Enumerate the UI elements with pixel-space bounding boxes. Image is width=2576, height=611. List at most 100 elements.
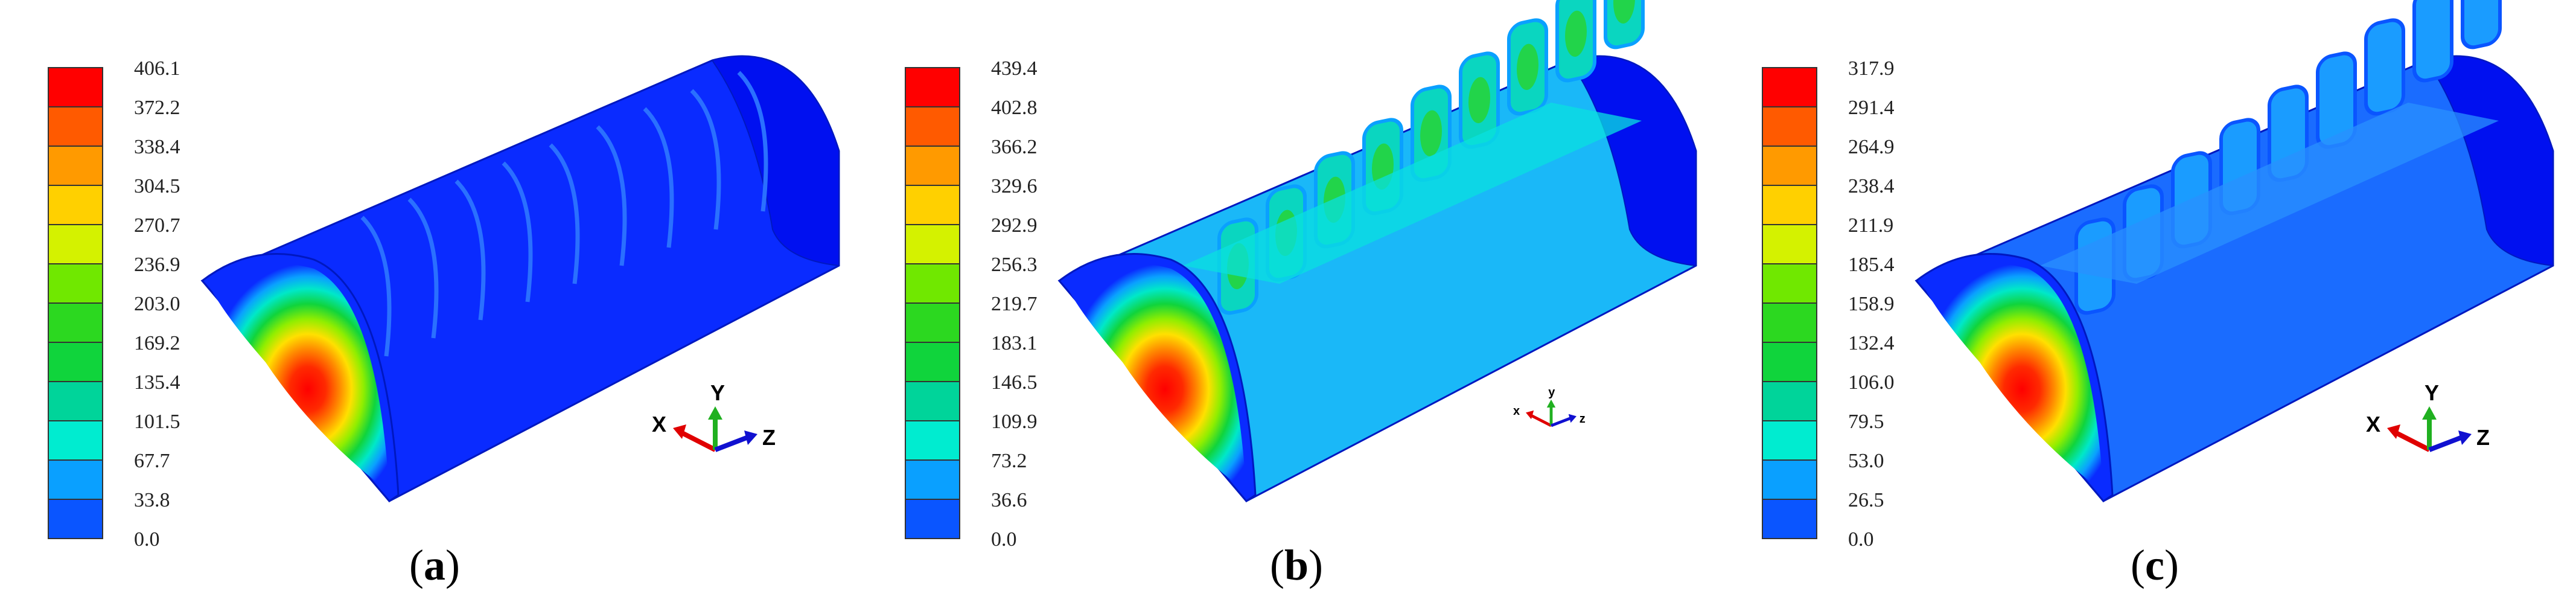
- colorbar-swatch: [1762, 420, 1817, 461]
- z-axis-arrow: [714, 435, 748, 452]
- colorbar-swatch: [1762, 342, 1817, 382]
- colorbar-label: 256.3: [991, 254, 1038, 276]
- colorbar-swatch: [905, 420, 960, 461]
- colorbar-swatch: [1762, 224, 1817, 264]
- colorbar-a: 406.1 372.2 338.4 304.5 270.7 236.9 203.0 169.2…: [48, 57, 180, 551]
- ring-stripe: [454, 179, 486, 321]
- colorbar-swatch: [905, 224, 960, 264]
- colorbar-swatch: [1762, 302, 1817, 343]
- caption-c: (c): [2131, 541, 2179, 589]
- colorbar-swatch: [48, 224, 103, 264]
- x-axis-label: x: [1513, 405, 1520, 418]
- colorbar-label: 203.0: [134, 293, 180, 315]
- colorbar-label: 132.4: [1848, 332, 1895, 354]
- z-arrowhead: [2458, 430, 2472, 445]
- ring-stripe: [737, 71, 768, 212]
- z-arrowhead: [1568, 414, 1577, 423]
- colorbar-swatch: [905, 146, 960, 186]
- ring-stripe: [502, 161, 533, 302]
- z-axis-arrow: [2428, 435, 2462, 452]
- axis-triad: x y z: [1513, 386, 1586, 427]
- y-arrowhead: [1546, 399, 1556, 408]
- colorbar-label: 106.0: [1848, 371, 1895, 394]
- colorbar-swatch: [905, 381, 960, 421]
- colorbar-label: 0.0: [134, 528, 160, 551]
- x-arrowhead: [1526, 410, 1534, 420]
- y-axis-label: y: [1548, 386, 1555, 399]
- colorbar-label: 33.8: [134, 489, 170, 511]
- z-axis-label: Z: [762, 425, 776, 450]
- ring-stripe: [690, 89, 721, 230]
- colorbar-label: 219.7: [991, 293, 1038, 315]
- colorbar-label: 406.1: [134, 57, 180, 80]
- colorbar-label: 304.5: [134, 175, 180, 197]
- colorbar-swatch: [905, 263, 960, 304]
- colorbar-label: 53.0: [1848, 450, 1884, 472]
- colorbar-label: 109.9: [991, 411, 1038, 433]
- colorbar-swatch: [905, 499, 960, 539]
- colorbar-label: 146.5: [991, 371, 1038, 394]
- half-cylinder-model: [1057, 0, 1697, 502]
- colorbar-swatch: [1762, 263, 1817, 304]
- segment-core: [1468, 77, 1490, 124]
- x-axis-label: X: [2366, 412, 2380, 437]
- colorbar-swatch: [48, 420, 103, 461]
- colorbar-label: 79.5: [1848, 411, 1884, 433]
- ring-stripe: [360, 216, 392, 357]
- ring-stripe: [549, 143, 580, 284]
- colorbar-label: 183.1: [991, 332, 1038, 354]
- colorbar-swatch: [48, 459, 103, 500]
- stress-hotspot: [1922, 263, 2103, 492]
- colorbar-swatch: [48, 106, 103, 147]
- ring-stripe: [596, 125, 627, 266]
- colorbar-swatch: [48, 381, 103, 421]
- colorbar-swatch: [905, 459, 960, 500]
- colorbar-label: 211.9: [1848, 214, 1893, 237]
- half-cylinder-model: [1914, 0, 2554, 502]
- z-axis-arrow: [1551, 417, 1571, 427]
- colorbar-swatch: [1762, 459, 1817, 500]
- colorbar-swatch: [48, 146, 103, 186]
- x-axis-arrow: [1530, 414, 1552, 427]
- colorbar-label: 366.2: [991, 136, 1038, 158]
- colorbar-label: 26.5: [1848, 489, 1884, 511]
- colorbar-label: 402.8: [991, 97, 1038, 119]
- colorbar-label: 36.6: [991, 489, 1027, 511]
- ring-stripe: [407, 197, 439, 339]
- caption-a: (a): [409, 541, 460, 589]
- colorbar-swatch: [905, 302, 960, 343]
- ring-stripe: [643, 107, 674, 248]
- colorbar-label: 439.4: [991, 57, 1038, 80]
- colorbar-label: 238.4: [1848, 175, 1895, 197]
- segment-patch: [2364, 18, 2405, 116]
- x-arrowhead: [2387, 424, 2400, 439]
- panel-b: 439.4 402.8 366.2 329.6 292.9 256.3 219.7 183.1…: [905, 0, 1697, 551]
- top-band: [1183, 103, 1642, 284]
- x-axis-arrow: [2395, 430, 2431, 452]
- x-axis-arrow: [681, 430, 716, 452]
- segment-patch: [2412, 0, 2453, 83]
- colorbar-label: 185.4: [1848, 254, 1895, 276]
- colorbar-label: 169.2: [134, 332, 180, 354]
- segment-patch: [2461, 0, 2502, 50]
- colorbar-label: 329.6: [991, 175, 1038, 197]
- segment-core: [1565, 10, 1587, 57]
- y-arrowhead: [708, 406, 722, 420]
- colorbar-label: 291.4: [1848, 97, 1895, 119]
- colorbar-label: 372.2: [134, 97, 180, 119]
- z-axis-label: z: [1580, 412, 1586, 426]
- colorbar-swatch: [905, 342, 960, 382]
- y-axis-label: Y: [710, 380, 725, 405]
- colorbar-label: 292.9: [991, 214, 1038, 237]
- colorbar-swatch: [1762, 499, 1817, 539]
- y-axis-label: Y: [2425, 380, 2439, 405]
- colorbar-label: 135.4: [134, 371, 180, 394]
- colorbar-label: 67.7: [134, 450, 170, 472]
- back-arch: [711, 56, 840, 267]
- z-arrowhead: [744, 430, 757, 445]
- colorbar-label: 0.0: [1848, 528, 1874, 551]
- segment-core: [1517, 43, 1538, 91]
- top-band: [2040, 103, 2499, 284]
- segment-core: [1420, 110, 1442, 157]
